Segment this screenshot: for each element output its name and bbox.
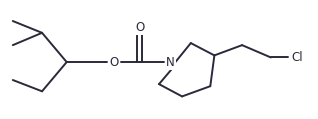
- Text: O: O: [135, 21, 144, 34]
- Text: N: N: [166, 56, 175, 69]
- Text: Cl: Cl: [292, 51, 303, 64]
- Text: O: O: [109, 56, 119, 69]
